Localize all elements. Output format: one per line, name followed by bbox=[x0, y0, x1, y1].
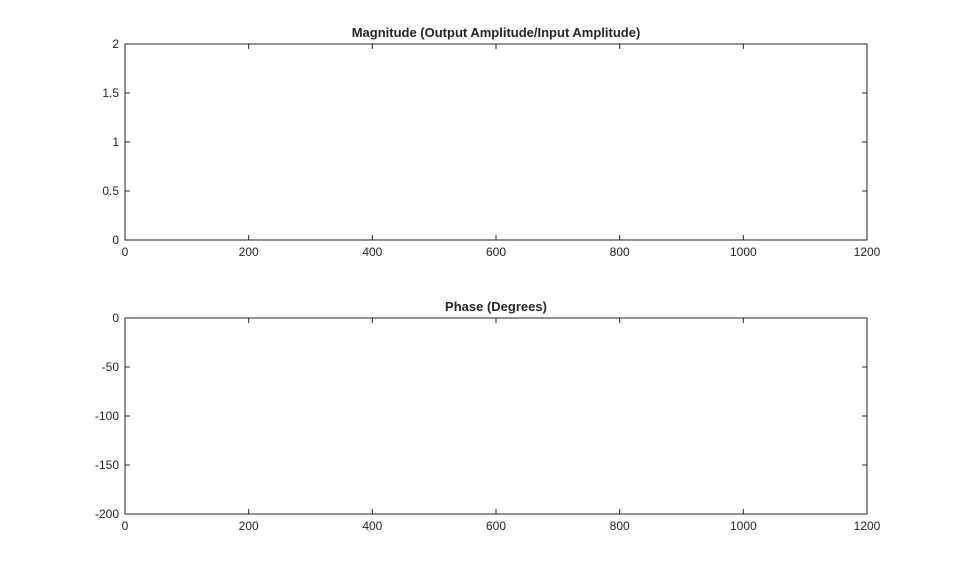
phase-x-tick-label: 400 bbox=[362, 519, 382, 533]
phase-title: Phase (Degrees) bbox=[445, 299, 547, 314]
phase-x-tick-label: 1000 bbox=[730, 519, 757, 533]
magnitude-x-tick-label: 1000 bbox=[730, 245, 757, 259]
phase-x-tick-label: 600 bbox=[486, 519, 506, 533]
magnitude-x-tick-label: 600 bbox=[486, 245, 506, 259]
magnitude-y-tick-label: 0 bbox=[112, 233, 119, 247]
phase-x-tick-label: 200 bbox=[239, 519, 259, 533]
phase-x-tick-label: 800 bbox=[610, 519, 630, 533]
magnitude-x-tick-label: 1200 bbox=[854, 245, 881, 259]
phase-y-tick-label: -50 bbox=[102, 360, 120, 374]
magnitude-axes-frame bbox=[124, 43, 868, 241]
phase-y-tick-label: 0 bbox=[112, 311, 119, 325]
magnitude-y-tick-label: 2 bbox=[112, 37, 119, 51]
phase-x-tick-label: 1200 bbox=[854, 519, 881, 533]
magnitude-x-tick-label: 800 bbox=[610, 245, 630, 259]
phase-y-tick-label: -150 bbox=[95, 458, 119, 472]
magnitude-y-tick-label: 1 bbox=[112, 135, 119, 149]
phase-axes-frame bbox=[124, 317, 868, 515]
phase-y-tick-label: -200 bbox=[95, 507, 119, 521]
phase-plot: 0 200 400 600 800 1000 1200 -200 -150 -100 -50 0 Pha… bbox=[95, 299, 881, 533]
magnitude-plot: 0 200 400 600 800 1000 1200 0 0.5 1 1.5 2 Magnitude … bbox=[102, 25, 880, 259]
magnitude-y-tick-label: 0.5 bbox=[102, 184, 119, 198]
magnitude-title: Magnitude (Output Amplitude/Input Amplit… bbox=[352, 25, 641, 40]
phase-y-tick-label: -100 bbox=[95, 409, 119, 423]
magnitude-y-tick-label: 1.5 bbox=[102, 86, 119, 100]
magnitude-x-tick-label: 400 bbox=[362, 245, 382, 259]
phase-x-tick-label: 0 bbox=[122, 519, 129, 533]
magnitude-x-tick-label: 0 bbox=[122, 245, 129, 259]
magnitude-x-tick-label: 200 bbox=[239, 245, 259, 259]
